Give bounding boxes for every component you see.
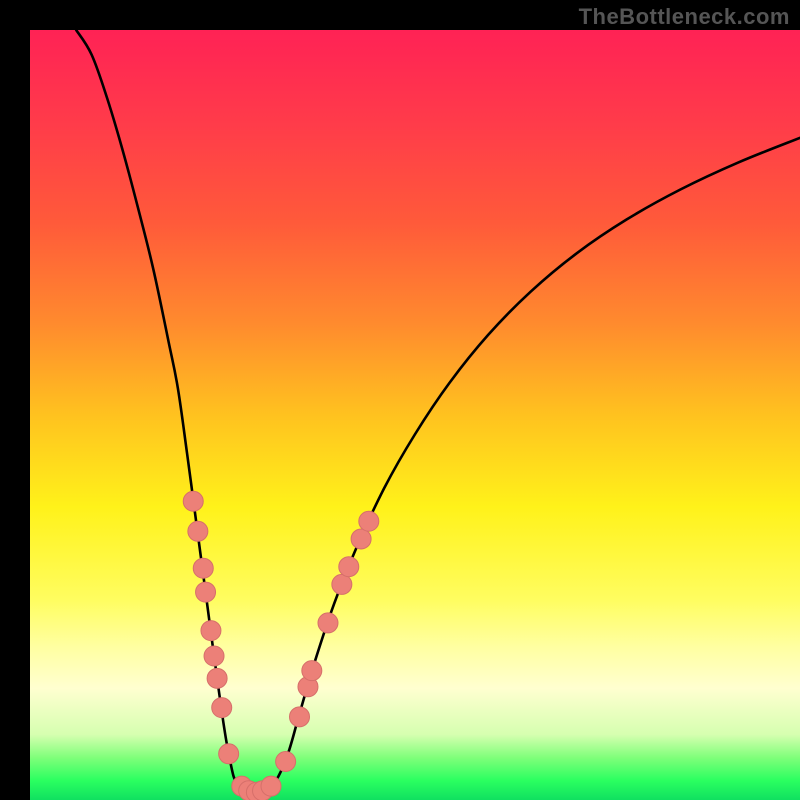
marker-point <box>183 491 203 511</box>
marker-point <box>261 776 281 796</box>
marker-point <box>212 698 232 718</box>
marker-point <box>332 574 352 594</box>
marker-point <box>339 557 359 577</box>
marker-point <box>276 752 296 772</box>
marker-point <box>302 661 322 681</box>
marker-point <box>201 621 221 641</box>
marker-point <box>359 511 379 531</box>
marker-point <box>188 521 208 541</box>
marker-point <box>196 582 216 602</box>
chart-root: TheBottleneck.com <box>0 0 800 800</box>
markers-group <box>183 491 379 800</box>
marker-point <box>290 707 310 727</box>
marker-point <box>351 529 371 549</box>
marker-point <box>193 558 213 578</box>
marker-point <box>204 646 224 666</box>
curve-overlay <box>30 30 800 800</box>
marker-point <box>219 744 239 764</box>
marker-point <box>207 668 227 688</box>
v-curve <box>76 30 800 792</box>
marker-point <box>318 613 338 633</box>
watermark-text: TheBottleneck.com <box>579 4 790 30</box>
plot-area <box>30 30 800 800</box>
